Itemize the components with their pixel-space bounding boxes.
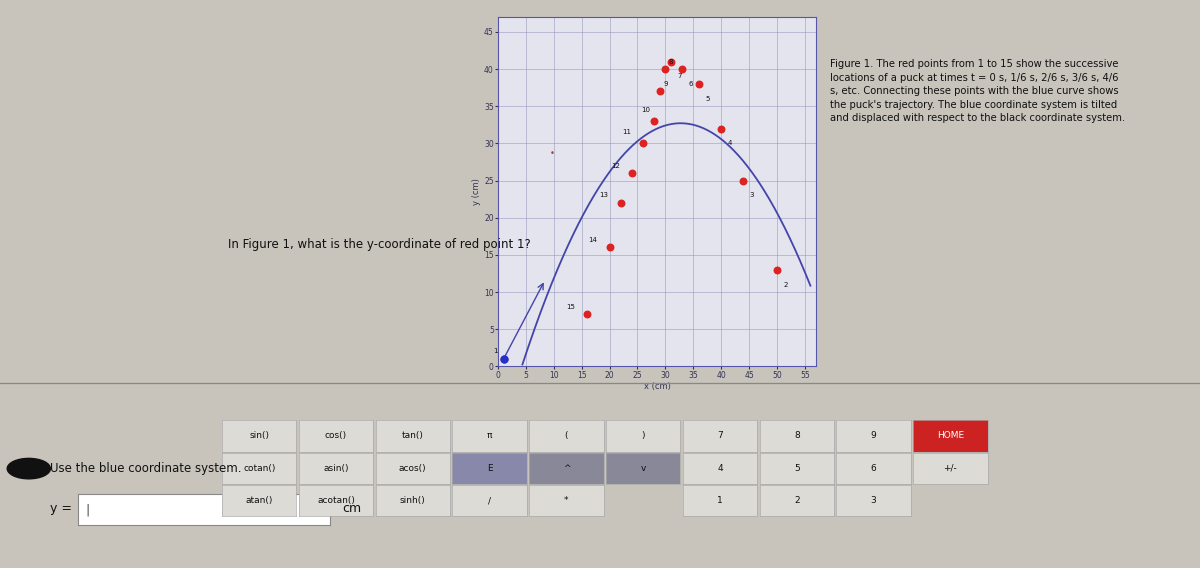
Point [767, 265, 786, 274]
Text: Use the blue coordinate system.: Use the blue coordinate system. [50, 462, 242, 475]
Text: acos(): acos() [398, 464, 427, 473]
Text: cos(): cos() [325, 432, 347, 440]
Point [623, 169, 642, 178]
Point [494, 354, 514, 364]
Text: 6: 6 [689, 81, 692, 87]
Text: asin(): asin() [323, 464, 349, 473]
Point [661, 57, 680, 66]
Point [600, 243, 619, 252]
Point [672, 65, 691, 74]
Point [634, 139, 653, 148]
Text: 8: 8 [794, 432, 799, 440]
Text: 11: 11 [622, 130, 631, 135]
Text: 5: 5 [794, 464, 799, 473]
Point [577, 310, 596, 319]
Text: 3: 3 [871, 496, 876, 505]
Y-axis label: y (cm): y (cm) [473, 178, 481, 205]
Text: 7: 7 [677, 73, 682, 80]
Text: 14: 14 [588, 237, 598, 243]
Text: atan(): atan() [246, 496, 272, 505]
Text: HOME: HOME [937, 432, 964, 440]
Text: 10: 10 [641, 107, 650, 113]
Text: 7: 7 [718, 432, 722, 440]
Point [611, 198, 630, 207]
Text: 1: 1 [493, 349, 498, 354]
Text: 1: 1 [718, 496, 722, 505]
Text: 4: 4 [727, 140, 732, 147]
Point [650, 87, 670, 96]
Point [644, 116, 664, 126]
Text: sin(): sin() [250, 432, 269, 440]
Text: (: ( [565, 432, 568, 440]
Text: tan(): tan() [402, 432, 424, 440]
Text: 4: 4 [718, 464, 722, 473]
Text: 2: 2 [794, 496, 799, 505]
X-axis label: x (cm): x (cm) [643, 382, 671, 391]
Text: 15: 15 [566, 304, 575, 310]
Text: 13: 13 [600, 193, 608, 198]
Text: ^: ^ [563, 464, 570, 473]
Point [655, 65, 674, 74]
Text: 9: 9 [664, 81, 667, 87]
Text: 3: 3 [750, 193, 754, 198]
Point [689, 80, 708, 89]
Point [712, 124, 731, 133]
Text: 2: 2 [784, 282, 787, 287]
Text: acotan(): acotan() [317, 496, 355, 505]
Text: 5: 5 [706, 96, 709, 102]
Text: v: v [641, 464, 646, 473]
Text: 9: 9 [871, 432, 876, 440]
Point [734, 176, 754, 185]
Text: 12: 12 [611, 162, 619, 169]
Text: |: | [85, 503, 90, 516]
Text: π: π [487, 432, 492, 440]
Text: Figure 1. The red points from 1 to 15 show the successive
locations of a puck at: Figure 1. The red points from 1 to 15 sh… [829, 59, 1124, 123]
Text: sinh(): sinh() [400, 496, 426, 505]
Text: cotan(): cotan() [244, 464, 275, 473]
Text: y =: y = [50, 502, 77, 515]
Text: 6: 6 [871, 464, 876, 473]
Text: ): ) [642, 432, 644, 440]
Text: In Figure 1, what is the y-coordinate of red point 1?: In Figure 1, what is the y-coordinate of… [228, 238, 530, 250]
Text: cm: cm [342, 502, 361, 515]
Text: E: E [487, 464, 492, 473]
Text: *: * [564, 496, 569, 505]
Text: •: • [550, 149, 554, 158]
Text: 8: 8 [668, 59, 673, 65]
Text: /: / [488, 496, 491, 505]
Text: +/-: +/- [943, 464, 958, 473]
